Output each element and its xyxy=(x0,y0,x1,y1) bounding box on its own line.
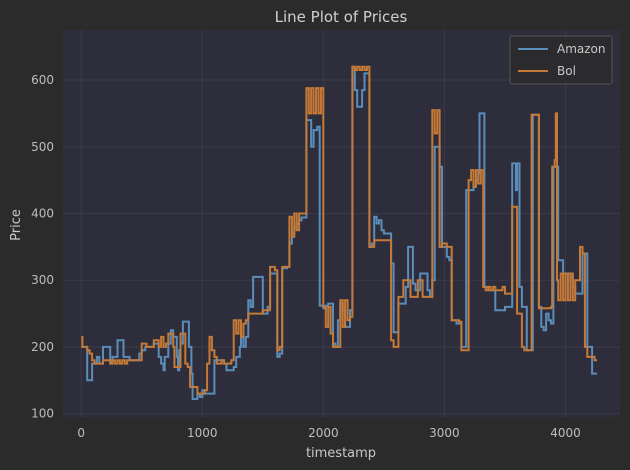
legend: Amazon Bol xyxy=(509,35,613,85)
y-axis-ticks: 100 200 300 400 500 600 xyxy=(31,73,54,421)
x-tick-label: 3000 xyxy=(429,426,460,440)
x-axis-ticks: 0 1000 2000 3000 4000 xyxy=(77,426,580,440)
chart-title: Line Plot of Prices xyxy=(275,8,408,26)
y-tick-label: 600 xyxy=(31,73,54,87)
x-tick-label: 4000 xyxy=(550,426,581,440)
x-axis-label: timestamp xyxy=(306,446,376,461)
y-tick-label: 200 xyxy=(31,340,54,354)
x-tick-label: 2000 xyxy=(308,426,339,440)
series-line-amazon xyxy=(81,65,597,400)
legend-label-amazon: Amazon xyxy=(557,42,606,56)
x-tick-label: 0 xyxy=(77,426,85,440)
series-layer xyxy=(81,65,597,400)
y-tick-label: 500 xyxy=(31,140,54,154)
series-line-bol xyxy=(81,65,597,395)
y-tick-label: 400 xyxy=(31,206,54,220)
legend-label-bol: Bol xyxy=(557,64,576,78)
x-tick-label: 1000 xyxy=(187,426,218,440)
y-tick-label: 100 xyxy=(31,407,54,421)
y-tick-label: 300 xyxy=(31,273,54,287)
plot-area xyxy=(63,30,620,417)
y-axis-label: Price xyxy=(9,209,24,241)
